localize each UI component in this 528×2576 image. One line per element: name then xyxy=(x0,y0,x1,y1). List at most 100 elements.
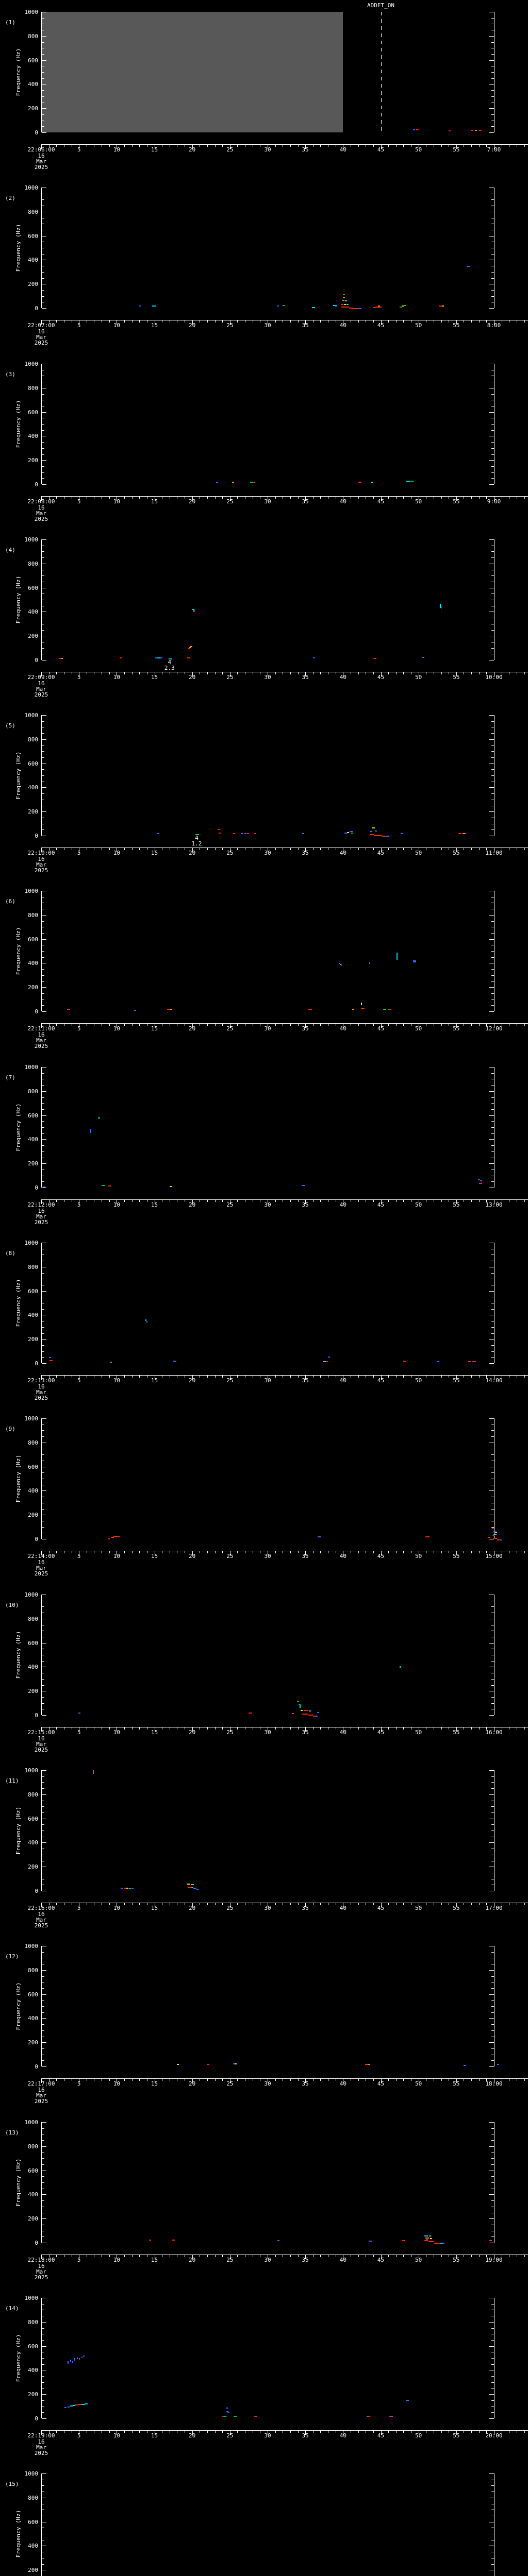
x-tick-label: 15 xyxy=(151,146,158,153)
x-tick xyxy=(381,1903,382,1907)
spectrogram-panel: 0 200 400 600 800 1000 (13) Frequency (Hz) 5 10 15… xyxy=(0,2110,528,2286)
x-tick xyxy=(396,1727,397,1730)
y-tick-right xyxy=(491,733,494,734)
x-tick-label: 20 xyxy=(189,146,196,153)
spectrogram-panel: 0 200 400 600 800 1000 (4) Frequency (Hz) 5 10 15 2… xyxy=(0,528,528,704)
detection-mark xyxy=(430,2238,432,2239)
x-tick xyxy=(275,672,276,674)
x-tick xyxy=(305,320,306,325)
detection-mark xyxy=(131,1888,134,1889)
y-tick-right xyxy=(491,2406,494,2407)
x-tick xyxy=(305,145,306,149)
y-axis-line xyxy=(41,715,42,836)
x-tick-label: 20 xyxy=(189,2432,196,2439)
y-tick xyxy=(42,2012,44,2013)
detection-mark xyxy=(226,2408,228,2409)
x-tick xyxy=(215,2431,216,2433)
y-tick-right xyxy=(491,2176,494,2177)
y-tick xyxy=(42,1679,44,1680)
detection-mark xyxy=(497,1539,500,1540)
x-tick xyxy=(290,2079,291,2081)
panel-index-label: (9) xyxy=(5,1426,15,1432)
x-tick xyxy=(56,320,57,323)
y-tick-right xyxy=(489,2018,494,2019)
x-start-date-line: Mar xyxy=(36,1565,46,1571)
detection-mark xyxy=(458,833,461,834)
x-tick xyxy=(124,1024,125,1026)
detection-mark xyxy=(129,1888,131,1889)
y-tick-right xyxy=(491,1085,494,1086)
x-tick xyxy=(313,1376,314,1378)
x-tick xyxy=(320,1376,321,1378)
y-axis-title: Frequency (Hz) xyxy=(15,48,22,96)
y-tick-right xyxy=(491,272,494,273)
detection-mark xyxy=(479,1183,482,1184)
y-tick-right xyxy=(489,1091,494,1092)
detection-mark xyxy=(254,2416,257,2417)
y-tick-right xyxy=(491,2006,494,2007)
x-tick xyxy=(215,145,216,147)
x-tick xyxy=(41,2255,42,2259)
y-tick-right xyxy=(491,2030,494,2031)
x-start-date-line: 2025 xyxy=(34,1922,48,1929)
y-tick xyxy=(42,975,44,976)
y-tick-label: 600 xyxy=(28,760,38,767)
detection-mark xyxy=(232,482,234,483)
y-tick-right xyxy=(489,1770,494,1771)
y-tick-right xyxy=(491,1127,494,1128)
x-tick xyxy=(403,2079,404,2081)
y-tick-right xyxy=(491,2182,494,2183)
y-tick-label: 0 xyxy=(35,1888,38,1894)
panel-index-label: (5) xyxy=(5,722,15,729)
y-tick-right xyxy=(491,126,494,127)
y-tick-label: 200 xyxy=(28,2215,38,2222)
x-tick xyxy=(320,497,321,499)
x-start-date-line: 16 xyxy=(38,1208,45,1214)
x-start-date-line: 16 xyxy=(38,1559,45,1566)
detection-mark xyxy=(172,2240,175,2241)
x-tick xyxy=(373,672,374,674)
spectrogram-panel: 0 200 400 600 800 1000 (2) Frequency (Hz) 5 10 15 2… xyxy=(0,176,528,352)
y-tick xyxy=(42,1097,44,1098)
x-tick xyxy=(49,145,50,147)
x-tick xyxy=(237,1024,238,1026)
y-tick-label: 600 xyxy=(28,585,38,591)
y-tick-right xyxy=(491,1685,494,1686)
x-tick-label: 50 xyxy=(415,2257,422,2263)
y-tick-right xyxy=(489,2146,494,2147)
y-tick-label: 400 xyxy=(28,1664,38,1670)
y-tick-label: 200 xyxy=(28,1863,38,1870)
detection-mark xyxy=(155,657,157,658)
detection-mark xyxy=(370,834,374,835)
x-tick xyxy=(373,1727,374,1730)
x-tick xyxy=(298,1200,299,1202)
x-tick xyxy=(486,2255,487,2257)
x-tick xyxy=(305,1727,306,1732)
x-tick xyxy=(320,848,321,850)
x-tick-label: 50 xyxy=(415,1201,422,1208)
x-tick xyxy=(41,320,42,325)
x-tick xyxy=(192,848,193,852)
x-tick xyxy=(381,1727,382,1732)
x-tick xyxy=(49,1024,50,1026)
x-tick xyxy=(124,848,125,850)
y-tick-right xyxy=(489,939,494,940)
y-tick-right xyxy=(489,2418,494,2419)
x-end-time-label: 11:00 xyxy=(485,850,503,856)
y-tick-right xyxy=(489,1339,494,1340)
y-tick xyxy=(42,454,44,455)
x-tick xyxy=(313,2079,314,2081)
detection-mark xyxy=(500,1539,502,1540)
x-tick xyxy=(456,497,457,501)
y-tick-right xyxy=(491,1103,494,1104)
x-tick xyxy=(275,1376,276,1378)
detection-mark xyxy=(50,1360,53,1361)
y-tick-right xyxy=(489,2194,494,2195)
x-tick xyxy=(132,497,133,499)
y-tick-label: 200 xyxy=(28,2567,38,2573)
y-tick xyxy=(42,1490,46,1491)
x-tick xyxy=(275,2431,276,2433)
y-tick-label: 0 xyxy=(35,1712,38,1719)
x-tick-label: 50 xyxy=(415,2080,422,2087)
detection-mark xyxy=(233,833,235,834)
